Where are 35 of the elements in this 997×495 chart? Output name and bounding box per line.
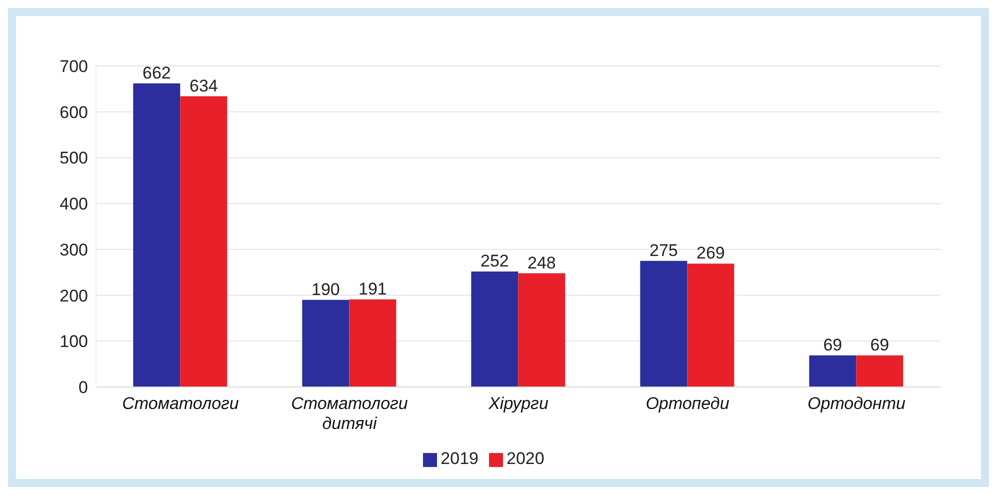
data-label: 190 (311, 280, 340, 299)
x-tick-label: Стоматологи дитячі (291, 394, 408, 433)
bar (349, 299, 396, 387)
data-label: 69 (870, 335, 890, 354)
bar (180, 96, 228, 387)
bar (687, 264, 734, 387)
bar (302, 300, 350, 387)
x-tick-label: Хірурги (488, 394, 549, 413)
y-tick-label: 200 (60, 286, 88, 306)
legend-label: 2020 (506, 449, 544, 468)
data-label: 252 (480, 251, 509, 270)
x-tick-label: Ортопеди (646, 394, 730, 413)
data-label: 69 (823, 335, 842, 354)
y-tick-label: 500 (60, 148, 88, 168)
data-label: 248 (527, 253, 556, 272)
y-tick-label: 700 (60, 57, 88, 76)
y-tick-label: 0 (78, 378, 88, 398)
bar (856, 355, 904, 387)
y-tick-label: 400 (60, 194, 88, 214)
bar (640, 260, 688, 387)
bar (518, 273, 566, 387)
data-label: 634 (189, 76, 218, 96)
x-tick-label: Ортодонти (808, 394, 906, 413)
data-label: 191 (358, 279, 387, 298)
data-label: 662 (142, 63, 171, 82)
data-label: 269 (696, 244, 725, 263)
x-tick-label: Стоматологи (122, 394, 240, 413)
legend-label: 2019 (440, 449, 478, 468)
bar (471, 271, 518, 387)
y-tick-label: 600 (60, 102, 88, 122)
data-label: 275 (649, 240, 678, 260)
y-tick-label: 100 (60, 332, 88, 352)
y-tick-label: 300 (60, 240, 88, 260)
bar (133, 83, 180, 387)
bar (809, 355, 856, 387)
